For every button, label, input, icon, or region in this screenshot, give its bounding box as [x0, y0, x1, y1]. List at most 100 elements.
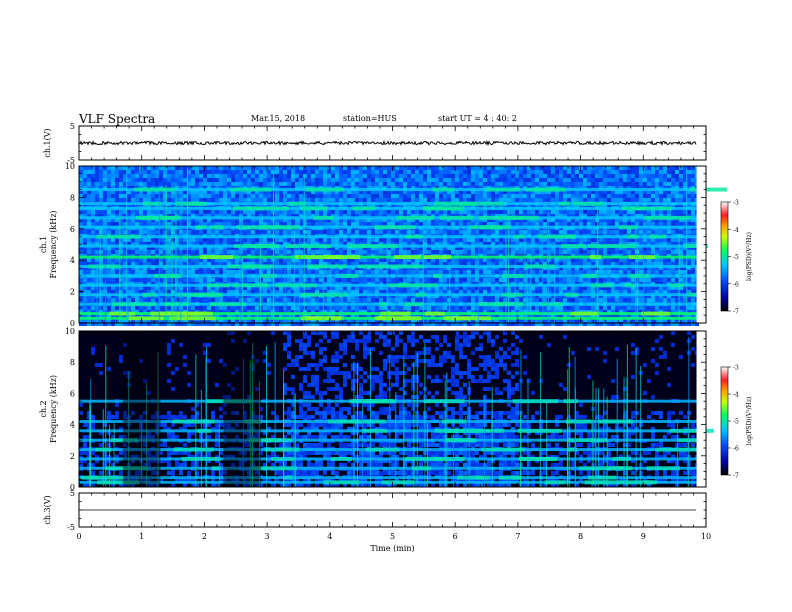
spectrogram-cell [431, 166, 435, 170]
spectrogram-cell [539, 318, 543, 322]
spectrogram-cell [147, 166, 151, 170]
spectrogram-cell [87, 322, 91, 326]
spectrogram-cell [175, 258, 179, 262]
spectrogram-cell [143, 246, 147, 250]
spectrogram-cell [403, 186, 407, 190]
spectrogram-cell [199, 194, 203, 198]
spectrogram-cell [231, 214, 235, 218]
spectrogram-cell [531, 174, 535, 178]
spectrogram-cell [183, 278, 187, 282]
spectrogram-cell [403, 210, 407, 214]
spectrogram-cell [187, 314, 191, 318]
spectrogram-cell [419, 314, 423, 318]
spectrogram-cell [263, 298, 267, 302]
spectrogram-cell [459, 230, 463, 234]
spectrogram-cell [159, 182, 163, 186]
spectrogram-cell [387, 238, 391, 242]
spectrogram-cell [211, 266, 215, 270]
spectrogram-cell [547, 182, 551, 186]
spectrogram-cell [559, 306, 563, 310]
spectrogram-cell [235, 258, 239, 262]
spectrogram-cell [175, 218, 179, 222]
spectrogram-cell [319, 286, 323, 290]
spectrogram-cell [359, 318, 363, 322]
spectrogram-cell [215, 310, 219, 314]
spectrogram-cell [435, 314, 439, 318]
spectrogram-cell [171, 242, 175, 246]
spectrogram-cell [351, 310, 355, 314]
spectrogram-cell [459, 198, 463, 202]
spectrogram-cell [399, 178, 403, 182]
spectrogram-cell [331, 182, 335, 186]
spectrogram-cell [235, 242, 239, 246]
spectrogram-cell [135, 286, 139, 290]
spectrogram-cell [275, 198, 279, 202]
spectrogram-cell [455, 222, 459, 226]
spectrogram-cell [195, 186, 199, 190]
spectrogram-cell [199, 242, 203, 246]
spectrogram-cell [379, 278, 383, 282]
spectrogram-cell [479, 246, 483, 250]
spectrogram-cell [283, 222, 287, 226]
spectrogram-cell [431, 270, 435, 274]
spectrogram-cell [559, 314, 563, 318]
spectrogram-cell [371, 186, 375, 190]
spectrogram-cell [187, 246, 191, 250]
spectrogram-cell [199, 298, 203, 302]
spectrogram-cell [383, 198, 387, 202]
spectrogram-cell [571, 322, 575, 326]
spectrogram-cell [195, 238, 199, 242]
spectrogram-cell [463, 230, 467, 234]
spectrogram-cell [167, 174, 171, 178]
spectrogram-cell [487, 246, 491, 250]
spectrogram-cell [231, 182, 235, 186]
spectrogram-cell [171, 174, 175, 178]
spectrogram-cell [303, 198, 307, 202]
spectrogram-cell [527, 194, 531, 198]
spectrogram-cell [519, 278, 523, 282]
spectrogram-cell [447, 322, 451, 326]
spectrogram-cell [295, 270, 299, 274]
spectrogram-cell [387, 218, 391, 222]
spectrogram-cell [259, 166, 263, 170]
spectrogram-cell [303, 238, 307, 242]
spectrogram-cell [379, 170, 383, 174]
spectrogram-cell [363, 286, 367, 290]
spectrogram-cell [551, 238, 555, 242]
spectrogram-cell [155, 266, 159, 270]
spectrogram-cell [319, 194, 323, 198]
spectrogram-cell [143, 170, 147, 174]
spectrogram-cell [415, 314, 419, 318]
spectrogram-cell [403, 198, 407, 202]
spectrogram-cell [119, 166, 123, 170]
spectrogram-cell [559, 278, 563, 282]
spectrogram-cell [439, 298, 443, 302]
spectrogram-cell [503, 230, 507, 234]
spectrogram-cell [151, 250, 155, 254]
spectrogram-cell [111, 306, 115, 310]
spectrogram-cell [527, 310, 531, 314]
spectrogram-cell [331, 250, 335, 254]
spectrogram-cell [259, 310, 263, 314]
spectrogram-cell [223, 214, 227, 218]
spectrogram-cell [399, 238, 403, 242]
spectrogram-cell [383, 174, 387, 178]
spectrogram-cell [99, 306, 103, 310]
spectrogram-cell [123, 270, 127, 274]
spectrogram-cell [251, 210, 255, 214]
spectrogram-cell [559, 290, 563, 294]
spectrogram-cell [187, 178, 191, 182]
spectrogram-cell [519, 270, 523, 274]
spectrogram-cell [451, 198, 455, 202]
spectrogram-cell [103, 242, 107, 246]
spectrogram-cell [535, 178, 539, 182]
spectrogram-cell [171, 166, 175, 170]
spectrogram-cell [307, 178, 311, 182]
spectrogram-cell [555, 286, 559, 290]
spectrogram-cell [559, 174, 563, 178]
spectrogram-cell [147, 306, 151, 310]
spectrogram-cell [231, 306, 235, 310]
spectrogram-cell [91, 194, 95, 198]
spectrogram-cell [283, 250, 287, 254]
spectrogram-cell [431, 250, 435, 254]
